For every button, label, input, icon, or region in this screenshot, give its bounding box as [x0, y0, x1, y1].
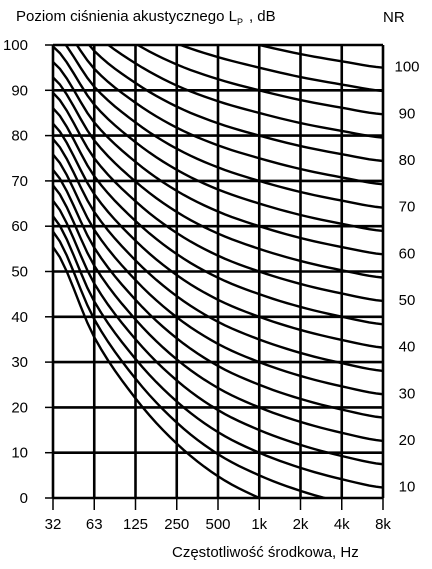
nr-label-10: 10 [399, 479, 416, 496]
nr-curve-15 [53, 200, 383, 466]
x-tick-63: 63 [86, 516, 103, 533]
nr-label-20: 20 [399, 432, 416, 449]
y-tick-0: 0 [20, 490, 28, 507]
right-axis-title: NR [383, 9, 405, 26]
y-tick-labels: 0 10 20 30 40 50 60 70 80 90 100 [3, 37, 53, 507]
nr-curve-40 [53, 122, 383, 349]
y-tick-80: 80 [11, 128, 28, 145]
nr-curve-10 [53, 215, 383, 489]
y-tick-100: 100 [3, 37, 28, 54]
x-tick-2k: 2k [293, 516, 309, 533]
nr-curve-50 [53, 91, 383, 303]
nr-curve-20 [53, 184, 383, 443]
nr-curve-75 [75, 45, 383, 186]
y-tick-60: 60 [11, 218, 28, 235]
nr-label-80: 80 [399, 152, 416, 169]
y-tick-90: 90 [11, 82, 28, 99]
nr-label-30: 30 [399, 385, 416, 402]
y-tick-10: 10 [11, 445, 28, 462]
x-tick-8k: 8k [375, 516, 391, 533]
x-tick-32: 32 [45, 516, 62, 533]
nr-curve-35 [53, 138, 383, 373]
y-tick-50: 50 [11, 264, 28, 281]
chart-title: Poziom ciśnienia akustycznego LP, dB [16, 8, 276, 27]
x-tick-125: 125 [123, 516, 148, 533]
x-axis-label: Częstotliwość środkowa, Hz [172, 544, 359, 561]
nr-curve-85 [106, 45, 383, 139]
y-tick-30: 30 [11, 354, 28, 371]
nr-label-70: 70 [399, 199, 416, 216]
nr-curve-90 [135, 45, 383, 116]
y-tick-70: 70 [11, 173, 28, 190]
nr-curve-100 [253, 45, 383, 69]
nr-curve-25 [53, 169, 383, 419]
nr-labels: 100 90 80 70 60 50 40 30 20 10 [394, 59, 419, 496]
x-tick-1k: 1k [251, 516, 267, 533]
x-tick-labels: 32 63 125 250 500 1k 2k 4k 8k [45, 498, 391, 533]
nr-curve-70 [64, 45, 383, 209]
title-subscript: P [237, 17, 243, 27]
x-tick-250: 250 [164, 516, 189, 533]
x-tick-500: 500 [205, 516, 230, 533]
nr-label-40: 40 [399, 339, 416, 356]
nr-curve-30 [53, 153, 383, 396]
nr-curve-60 [53, 61, 383, 256]
nr-label-90: 90 [399, 105, 416, 122]
nr-curves [53, 45, 383, 498]
x-tick-4k: 4k [334, 516, 350, 533]
title-unit: , dB [249, 8, 276, 25]
nr-curve-5 [53, 230, 330, 498]
nr-curve-80 [87, 45, 383, 163]
nr-curve-45 [53, 107, 383, 326]
nr-curve-65 [53, 45, 383, 233]
nr-label-60: 60 [399, 245, 416, 262]
nr-label-100: 100 [394, 59, 419, 76]
nr-curve-55 [53, 76, 383, 279]
y-tick-40: 40 [11, 309, 28, 326]
nr-curve-95 [177, 45, 383, 93]
y-tick-20: 20 [11, 399, 28, 416]
nr-curve-0 [53, 246, 263, 498]
nr-label-50: 50 [399, 292, 416, 309]
